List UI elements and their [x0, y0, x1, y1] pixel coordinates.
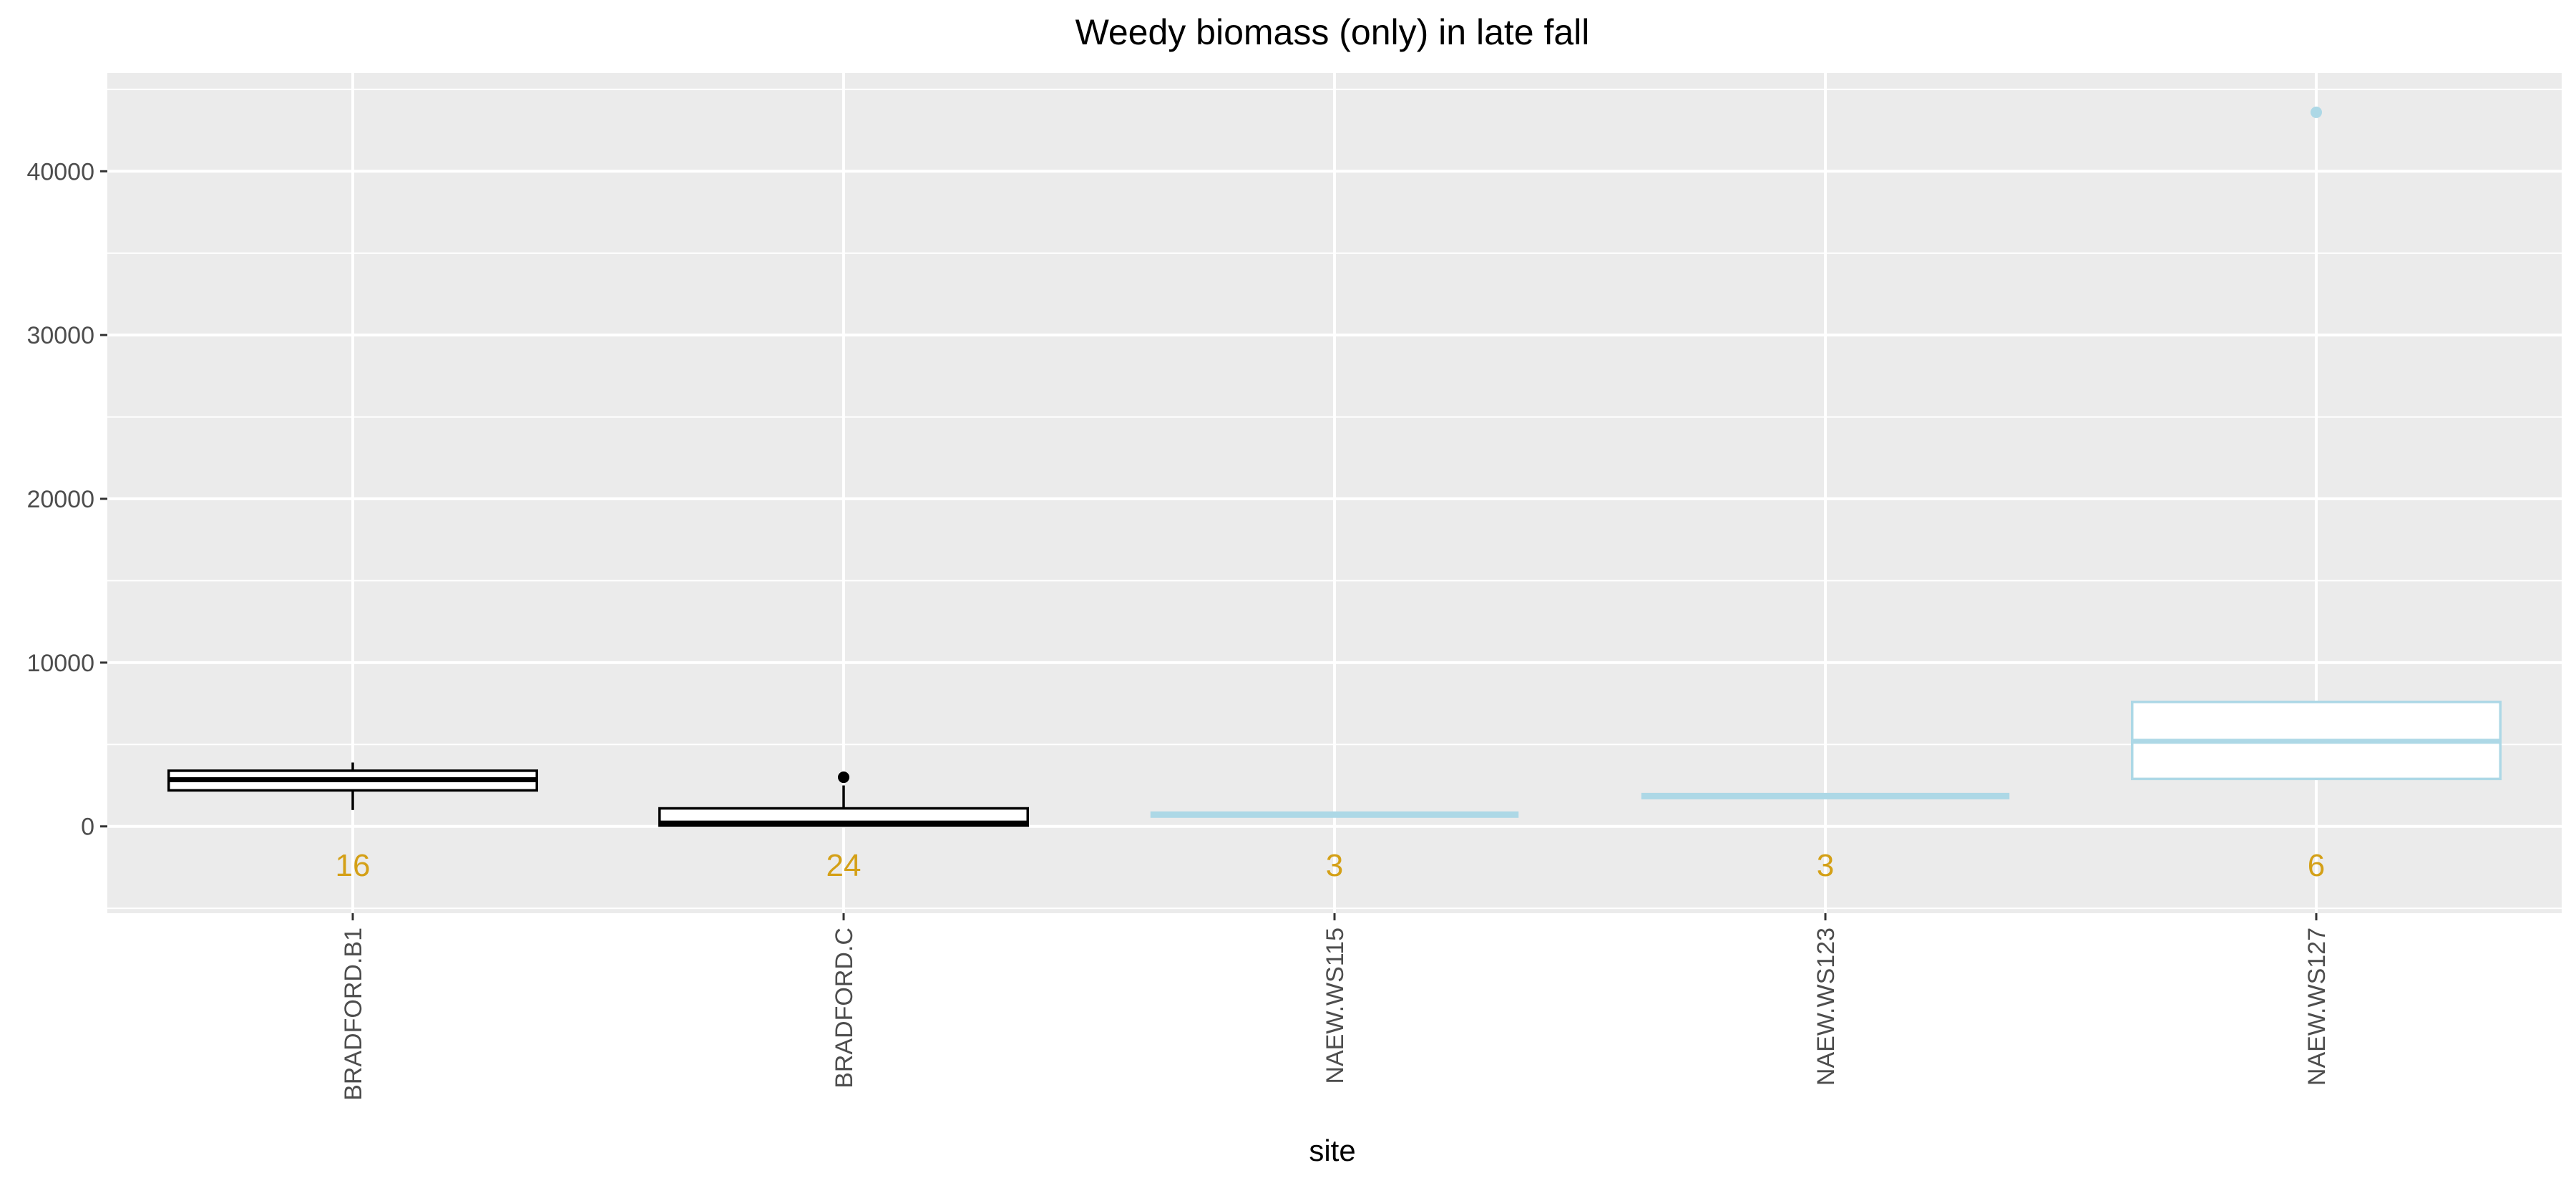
- x-axis-title: site: [1309, 1134, 1355, 1167]
- count-label: 3: [1817, 848, 1834, 883]
- box-bradford-b1: 16: [167, 762, 538, 883]
- x-tick-label: NAEW.WS115: [1322, 928, 1349, 1084]
- count-label: 6: [2308, 848, 2325, 883]
- y-tick-label: 20000: [26, 486, 94, 513]
- y-tick-label: 40000: [26, 158, 94, 185]
- box-naew-ws115: 3: [1150, 811, 1519, 883]
- count-label: 3: [1326, 848, 1343, 883]
- y-axis: 0 10000 20000 30000 40000: [26, 158, 107, 841]
- box-bradford-c: 24: [658, 771, 1029, 883]
- boxes: 16 24 3 3 6: [167, 106, 2502, 883]
- x-tick-label: BRADFORD.C: [831, 928, 858, 1089]
- x-tick-label: BRADFORD.B1: [340, 928, 367, 1101]
- outlier-point: [838, 771, 849, 784]
- y-tick-label: 10000: [26, 650, 94, 677]
- y-tick-label: 30000: [26, 322, 94, 349]
- chart-title: Weedy biomass (only) in late fall: [1075, 12, 1590, 52]
- x-tick-label: NAEW.WS127: [2303, 928, 2331, 1086]
- outlier-point: [2311, 106, 2322, 118]
- y-tick-label: 0: [81, 814, 94, 841]
- count-label: 24: [826, 848, 862, 883]
- x-axis: BRADFORD.B1 BRADFORD.C NAEW.WS115 NAEW.WS12…: [340, 913, 2331, 1101]
- count-label: 16: [336, 848, 371, 883]
- box-naew-ws123: 3: [1641, 792, 2010, 883]
- grid-lines: [107, 73, 2562, 913]
- x-tick-label: NAEW.WS123: [1813, 928, 1840, 1086]
- box-naew-ws127: 6: [2131, 106, 2502, 883]
